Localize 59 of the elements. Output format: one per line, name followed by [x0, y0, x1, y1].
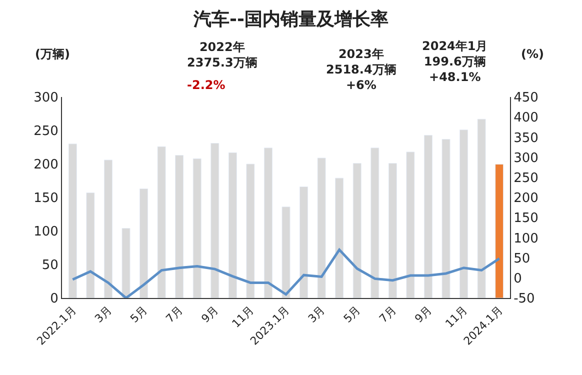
bar: [442, 138, 450, 298]
y2-tick-label: 450: [514, 90, 538, 106]
y2-tick-label: 200: [514, 191, 538, 206]
y2-tick-label: 150: [514, 211, 538, 226]
bar: [246, 164, 255, 298]
y-tick-label: 200: [34, 158, 58, 173]
x-tick-label: 5月: [128, 304, 150, 326]
bar: [335, 178, 344, 298]
bar: [104, 160, 112, 298]
bar: [140, 188, 148, 298]
bar: [406, 152, 415, 298]
bar: [175, 155, 184, 298]
bar: [495, 164, 504, 298]
chart-title: 汽车--国内销量及增长率: [192, 9, 388, 30]
x-tick-label: 3月: [92, 304, 114, 326]
y2-tick-label: 250: [514, 170, 538, 186]
y-axis-title: (万辆): [35, 47, 70, 61]
text: -2.2%: [187, 78, 226, 92]
bar: [192, 158, 202, 298]
x-tick-label: 3月: [306, 304, 328, 326]
y-tick-label: 250: [34, 124, 58, 140]
bar: [86, 192, 95, 298]
text: 2024年1月 199.6万辆 +48.1%: [422, 39, 488, 84]
y2-tick-label: 100: [514, 231, 538, 246]
y-tick-label: 0: [50, 292, 58, 307]
bar: [300, 186, 308, 298]
bar: [282, 206, 290, 298]
bar: [460, 130, 468, 298]
x-tick-label: 9月: [198, 304, 221, 326]
bar: [352, 163, 362, 298]
bar: [370, 148, 380, 298]
y-tick-label: 300: [34, 90, 58, 106]
text: 2022年 2375.3万辆: [187, 40, 258, 70]
bar: [424, 134, 432, 298]
text: 2023年 2518.4万辆 +6%: [326, 47, 396, 92]
y2-tick-label: 400: [514, 110, 538, 126]
y2-tick-label: 350: [514, 130, 538, 146]
x-tick-label: 9月: [412, 304, 434, 326]
y-tick-label: 50: [42, 258, 58, 274]
y2-axis-title: (%): [521, 47, 544, 61]
y2-tick-label: -50: [514, 292, 535, 307]
x-tick-label: 7月: [376, 304, 399, 326]
bar: [228, 152, 237, 298]
y2-tick-label: 50: [514, 251, 530, 266]
y2-tick-label: 0: [514, 271, 522, 286]
bar: [157, 146, 166, 298]
y-tick-label: 150: [34, 191, 58, 206]
bar: [68, 144, 77, 298]
bar: [477, 118, 486, 298]
bar: [210, 142, 220, 298]
bar: [122, 228, 130, 298]
y-tick-label: 100: [34, 224, 58, 240]
x-tick-label: 7月: [163, 304, 186, 326]
bar: [264, 148, 272, 298]
x-tick-label: 5月: [341, 304, 364, 326]
line-series: [71, 248, 501, 298]
bar: [317, 158, 326, 298]
bar: [388, 163, 397, 298]
y2-tick-label: 300: [514, 150, 538, 166]
